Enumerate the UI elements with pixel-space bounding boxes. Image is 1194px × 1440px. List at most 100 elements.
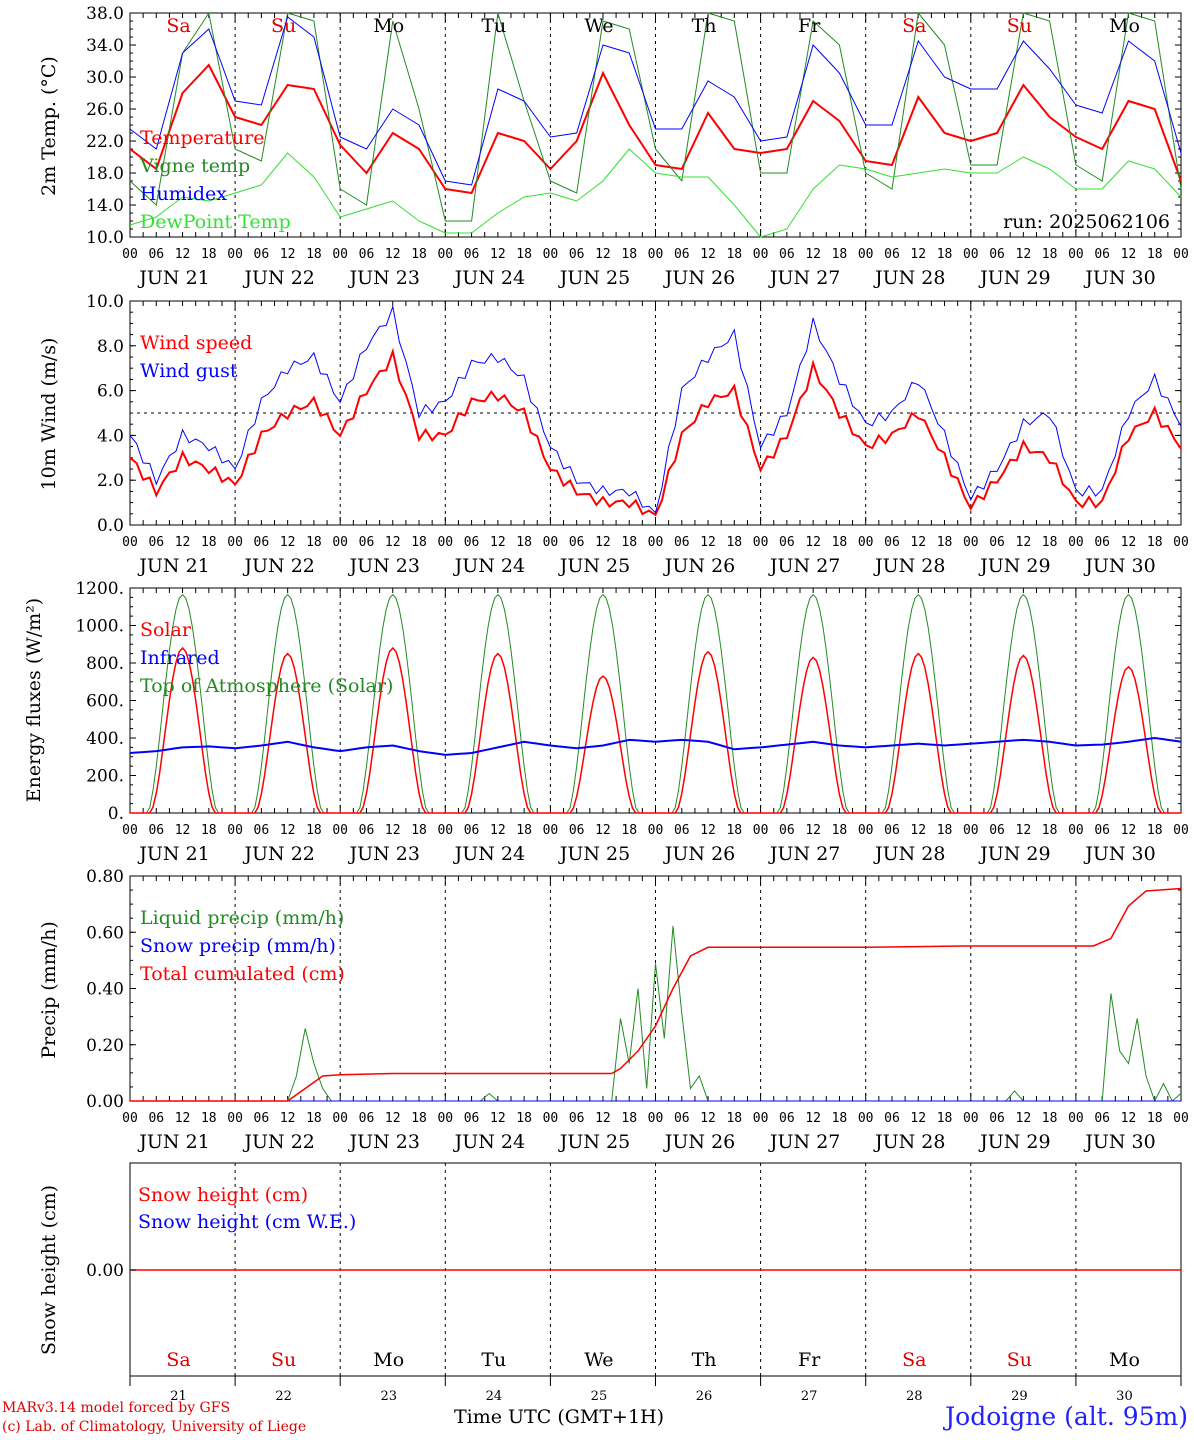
- hour-label: 00: [858, 535, 874, 550]
- hour-label: 12: [175, 1111, 191, 1126]
- hour-label: 00: [1173, 1111, 1189, 1126]
- date-label: JUN 26: [663, 843, 735, 865]
- legend-entry: Snow height (cm): [138, 1184, 308, 1206]
- hour-label: 12: [910, 823, 926, 838]
- y-tick-label: 8.0: [97, 337, 124, 357]
- date-label: JUN 26: [663, 267, 735, 289]
- weekday-label: Sa: [166, 1349, 190, 1371]
- y-tick-label: 14.0: [86, 196, 124, 216]
- hour-label: 06: [989, 823, 1005, 838]
- y-tick-label: 22.0: [86, 132, 124, 152]
- hour-label: 00: [1173, 823, 1189, 838]
- legend-entry: Wind speed: [140, 332, 252, 354]
- hour-label: 06: [254, 1111, 270, 1126]
- weekday-label: Su: [1007, 15, 1032, 37]
- hour-label: 12: [385, 1111, 401, 1126]
- day-number: 26: [696, 1389, 713, 1404]
- y-tick-label: 38.0: [86, 4, 124, 24]
- y-tick-label: 2.0: [97, 471, 124, 491]
- hour-label: 18: [201, 823, 217, 838]
- hour-label: 12: [1016, 823, 1032, 838]
- hour-label: 06: [884, 823, 900, 838]
- date-label: JUN 27: [768, 267, 840, 289]
- hour-label: 00: [1068, 247, 1084, 262]
- hour-label: 00: [648, 1111, 664, 1126]
- weekday-label: Su: [1007, 1349, 1032, 1371]
- hour-label: 18: [726, 1111, 742, 1126]
- hour-label: 06: [674, 1111, 690, 1126]
- y-tick-label: 30.0: [86, 68, 124, 88]
- y-tick-label: 0.00: [86, 1092, 124, 1112]
- series-total-cumulated-cm-: [130, 887, 1182, 1102]
- hour-label: 00: [963, 535, 979, 550]
- hour-label: 06: [569, 823, 585, 838]
- hour-label: 12: [910, 535, 926, 550]
- y-tick-label: 800.: [86, 654, 124, 674]
- hour-label: 00: [648, 823, 664, 838]
- hour-label: 00: [437, 1111, 453, 1126]
- date-label: JUN 27: [768, 1131, 840, 1153]
- y-tick-label: 6.0: [97, 382, 124, 402]
- hour-label: 06: [254, 247, 270, 262]
- hour-label: 18: [726, 823, 742, 838]
- hour-label: 06: [779, 1111, 795, 1126]
- legend-entry: DewPoint Temp: [140, 211, 291, 233]
- hour-label: 00: [122, 1111, 138, 1126]
- hour-label: 00: [122, 535, 138, 550]
- hour-label: 18: [1147, 823, 1163, 838]
- hour-label: 00: [963, 823, 979, 838]
- hour-label: 18: [1042, 1111, 1058, 1126]
- hour-label: 00: [963, 1111, 979, 1126]
- date-label: JUN 29: [978, 1131, 1050, 1153]
- hour-label: 06: [254, 535, 270, 550]
- hour-label: 12: [490, 535, 506, 550]
- weekday-label: Tu: [481, 1349, 506, 1371]
- weekday-label: Su: [271, 15, 296, 37]
- hour-label: 12: [805, 823, 821, 838]
- day-number: 21: [170, 1389, 187, 1404]
- hour-label: 12: [910, 1111, 926, 1126]
- hour-label: 18: [832, 1111, 848, 1126]
- hour-label: 12: [1016, 247, 1032, 262]
- date-label: JUN 30: [1083, 267, 1155, 289]
- date-label: JUN 27: [768, 555, 840, 577]
- y-tick-label: 34.0: [86, 36, 124, 56]
- hour-label: 12: [280, 535, 296, 550]
- hour-label: 00: [543, 247, 559, 262]
- y-tick-label: 0.60: [86, 923, 124, 943]
- hour-label: 00: [122, 247, 138, 262]
- hour-label: 12: [1016, 1111, 1032, 1126]
- hour-label: 12: [385, 247, 401, 262]
- series-wind-gust: [129, 304, 1182, 514]
- y-tick-label: 0.00: [86, 1261, 124, 1281]
- hour-label: 06: [1094, 1111, 1110, 1126]
- y-tick-label: 0.: [108, 804, 124, 824]
- date-label: JUN 21: [137, 555, 209, 577]
- hour-label: 12: [490, 247, 506, 262]
- hour-label: 12: [595, 535, 611, 550]
- y-tick-label: 1000.: [75, 617, 124, 637]
- date-label: JUN 21: [137, 843, 209, 865]
- weekday-label: We: [584, 15, 613, 37]
- y-tick-label: 0.80: [86, 867, 124, 887]
- date-label: JUN 30: [1083, 843, 1155, 865]
- y-axis-label: 10m Wind (m/s): [38, 338, 60, 491]
- hour-label: 12: [910, 247, 926, 262]
- legend-entry: Wind gust: [140, 360, 238, 382]
- hour-label: 00: [332, 535, 348, 550]
- day-number: 28: [906, 1389, 923, 1404]
- date-label: JUN 30: [1083, 555, 1155, 577]
- hour-label: 06: [779, 535, 795, 550]
- hour-label: 06: [148, 823, 164, 838]
- hour-label: 00: [332, 247, 348, 262]
- hour-label: 18: [201, 247, 217, 262]
- hour-label: 18: [201, 535, 217, 550]
- hour-label: 18: [937, 1111, 953, 1126]
- hour-label: 00: [332, 1111, 348, 1126]
- hour-label: 06: [464, 823, 480, 838]
- weekday-label: Sa: [902, 1349, 926, 1371]
- date-label: JUN 23: [348, 843, 420, 865]
- hour-label: 00: [332, 823, 348, 838]
- weekday-label: Fr: [798, 1349, 821, 1371]
- hour-label: 18: [306, 535, 322, 550]
